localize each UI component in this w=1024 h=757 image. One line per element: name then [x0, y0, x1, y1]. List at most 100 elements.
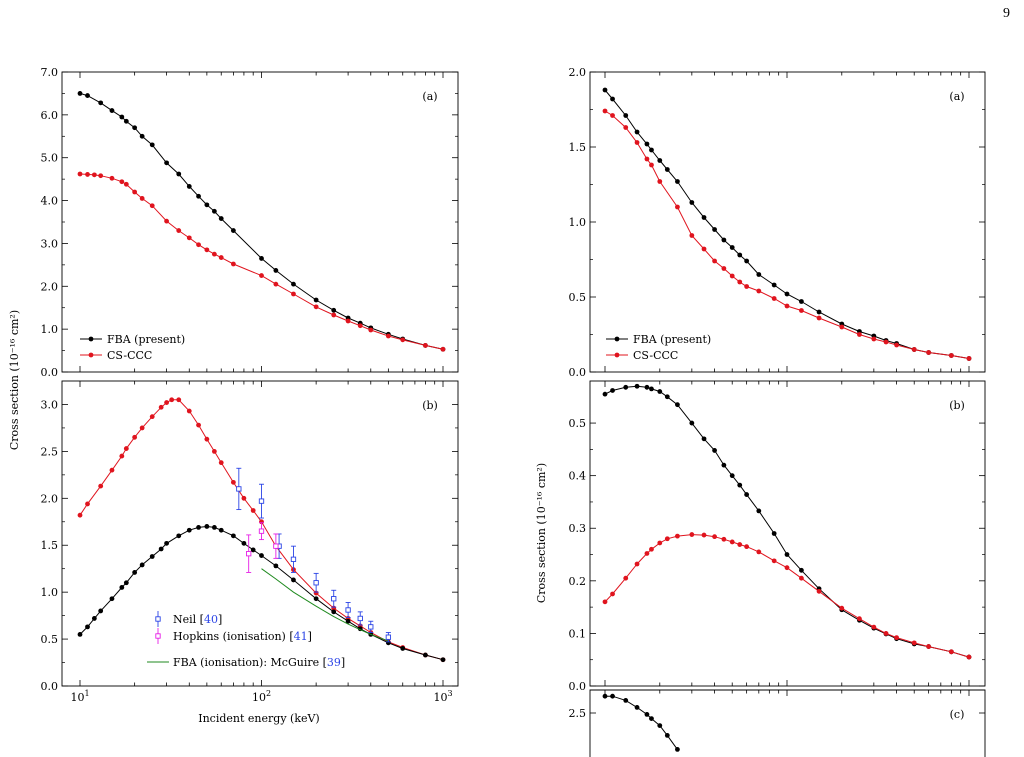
legend-marker — [88, 352, 94, 358]
data-point-cs-ccc — [737, 279, 743, 285]
data-point-fba-present — [664, 394, 670, 400]
x-tick-label: 101 — [70, 689, 89, 704]
data-point-cs-ccc — [857, 616, 862, 622]
data-point-fba-present — [313, 297, 319, 303]
data-point-cs-ccc — [139, 425, 145, 431]
data-point-cs-ccc — [158, 404, 164, 410]
data-point-cs-ccc — [883, 631, 889, 636]
data-point-cs-ccc — [602, 108, 608, 114]
data-point-cs-ccc — [911, 347, 917, 352]
data-point-cs-ccc — [729, 273, 735, 279]
data-point-fba-present — [664, 167, 670, 172]
data-point-cs-ccc — [644, 551, 650, 556]
data-point-cs-ccc — [610, 113, 615, 118]
data-point-cs-ccc — [721, 266, 727, 271]
data-point-fba-present — [98, 608, 104, 614]
data-point-cs-ccc — [230, 261, 236, 267]
page-number: 9 — [1003, 6, 1010, 21]
y-tick-label: 3.0 — [41, 398, 59, 411]
y-tick-label: 0.5 — [41, 633, 59, 646]
data-point-fba-present — [784, 291, 790, 297]
data-point-cs-ccc — [948, 649, 954, 655]
data-point-cs-ccc — [744, 284, 750, 289]
y-tick-label: 0.3 — [569, 522, 587, 535]
data-point-cs-ccc — [250, 508, 256, 513]
data-point-cs-ccc — [701, 532, 707, 538]
data-point-fba-present — [799, 299, 804, 304]
data-point-fba-present — [331, 609, 337, 615]
x-tick-label: 102 — [252, 689, 271, 704]
data-point-cs-ccc — [273, 281, 279, 287]
data-point-fba-present — [602, 391, 608, 397]
y-tick-label: 0.1 — [569, 627, 587, 640]
data-point-fba-present — [98, 100, 104, 106]
data-point-fba-present — [610, 96, 615, 102]
data-point-fba-present — [77, 91, 83, 96]
y-tick-label: 1.5 — [569, 141, 587, 154]
data-point-cs-ccc — [385, 333, 391, 339]
data-point-fba-present — [440, 657, 446, 663]
data-point-cs-ccc — [948, 353, 954, 358]
y-axis-label: Cross section (10⁻¹⁶ cm²) — [8, 310, 21, 450]
data-point-cs-ccc — [737, 542, 743, 547]
panel-label: (c) — [950, 708, 965, 721]
data-point-cs-ccc — [313, 304, 319, 310]
data-point-cs-ccc — [368, 327, 374, 333]
data-point-cs-ccc — [119, 179, 125, 185]
data-point-cs-ccc — [712, 534, 717, 540]
data-point-fba-present — [623, 113, 629, 118]
data-point-fba-present — [164, 540, 169, 546]
data-point-fba-present — [400, 646, 406, 651]
series-line-fba-present — [604, 89, 970, 359]
series-line-cs-ccc — [79, 173, 444, 350]
data-point-cs-ccc — [440, 346, 446, 352]
data-point-cs-ccc — [784, 565, 790, 571]
data-point-fba-present — [85, 93, 90, 98]
data-point-hopkins-ionisation — [246, 551, 252, 557]
data-point-cs-ccc — [649, 162, 654, 168]
panel-label: (b) — [422, 399, 438, 412]
y-tick-label: 0.0 — [41, 680, 59, 693]
panel-frame — [61, 380, 459, 687]
data-point-fba-present — [649, 147, 654, 153]
series-line-fba-ionisation-mcguire — [261, 568, 389, 642]
data-point-fba-present — [176, 171, 182, 177]
data-point-fba-present — [331, 307, 337, 313]
data-point-fba-present — [132, 125, 138, 131]
x-axis-label: Incident energy (keV) — [198, 712, 319, 725]
data-point-cs-ccc — [119, 453, 125, 459]
data-point-fba-present — [218, 216, 224, 221]
data-point-cs-ccc — [196, 242, 201, 248]
data-point-fba-present — [721, 462, 727, 468]
data-point-cs-ccc — [400, 337, 406, 343]
data-point-fba-present — [204, 202, 210, 208]
data-point-cs-ccc — [77, 512, 83, 518]
data-point-fba-present — [158, 546, 164, 552]
data-point-fba-present — [204, 524, 210, 529]
data-point-cs-ccc — [756, 549, 762, 555]
data-point-neil — [345, 607, 351, 613]
data-point-fba-present — [729, 473, 735, 479]
data-point-neil — [236, 486, 242, 492]
data-point-cs-ccc — [634, 561, 640, 567]
y-tick-label: 3.0 — [41, 237, 59, 250]
data-point-fba-present — [273, 563, 279, 569]
data-point-fba-present — [218, 527, 224, 533]
data-point-fba-present — [644, 384, 650, 390]
legend-marker — [155, 616, 161, 622]
data-point-fba-present — [132, 570, 138, 575]
data-point-cs-ccc — [123, 181, 129, 187]
data-point-fba-present — [345, 618, 351, 624]
data-point-cs-ccc — [331, 312, 337, 318]
data-point-cs-ccc — [966, 356, 972, 361]
data-point-fba-present — [634, 129, 640, 135]
data-point-cs-ccc — [729, 539, 735, 545]
data-point-cs-ccc — [871, 624, 877, 630]
legend-marker — [614, 352, 620, 358]
data-point-fba-present — [701, 215, 707, 220]
data-point-fba-present — [664, 733, 670, 738]
data-point-cs-ccc — [657, 540, 663, 546]
data-point-cs-ccc — [721, 536, 727, 542]
data-point-cs-ccc — [149, 414, 155, 420]
data-point-fba-present — [211, 208, 217, 214]
